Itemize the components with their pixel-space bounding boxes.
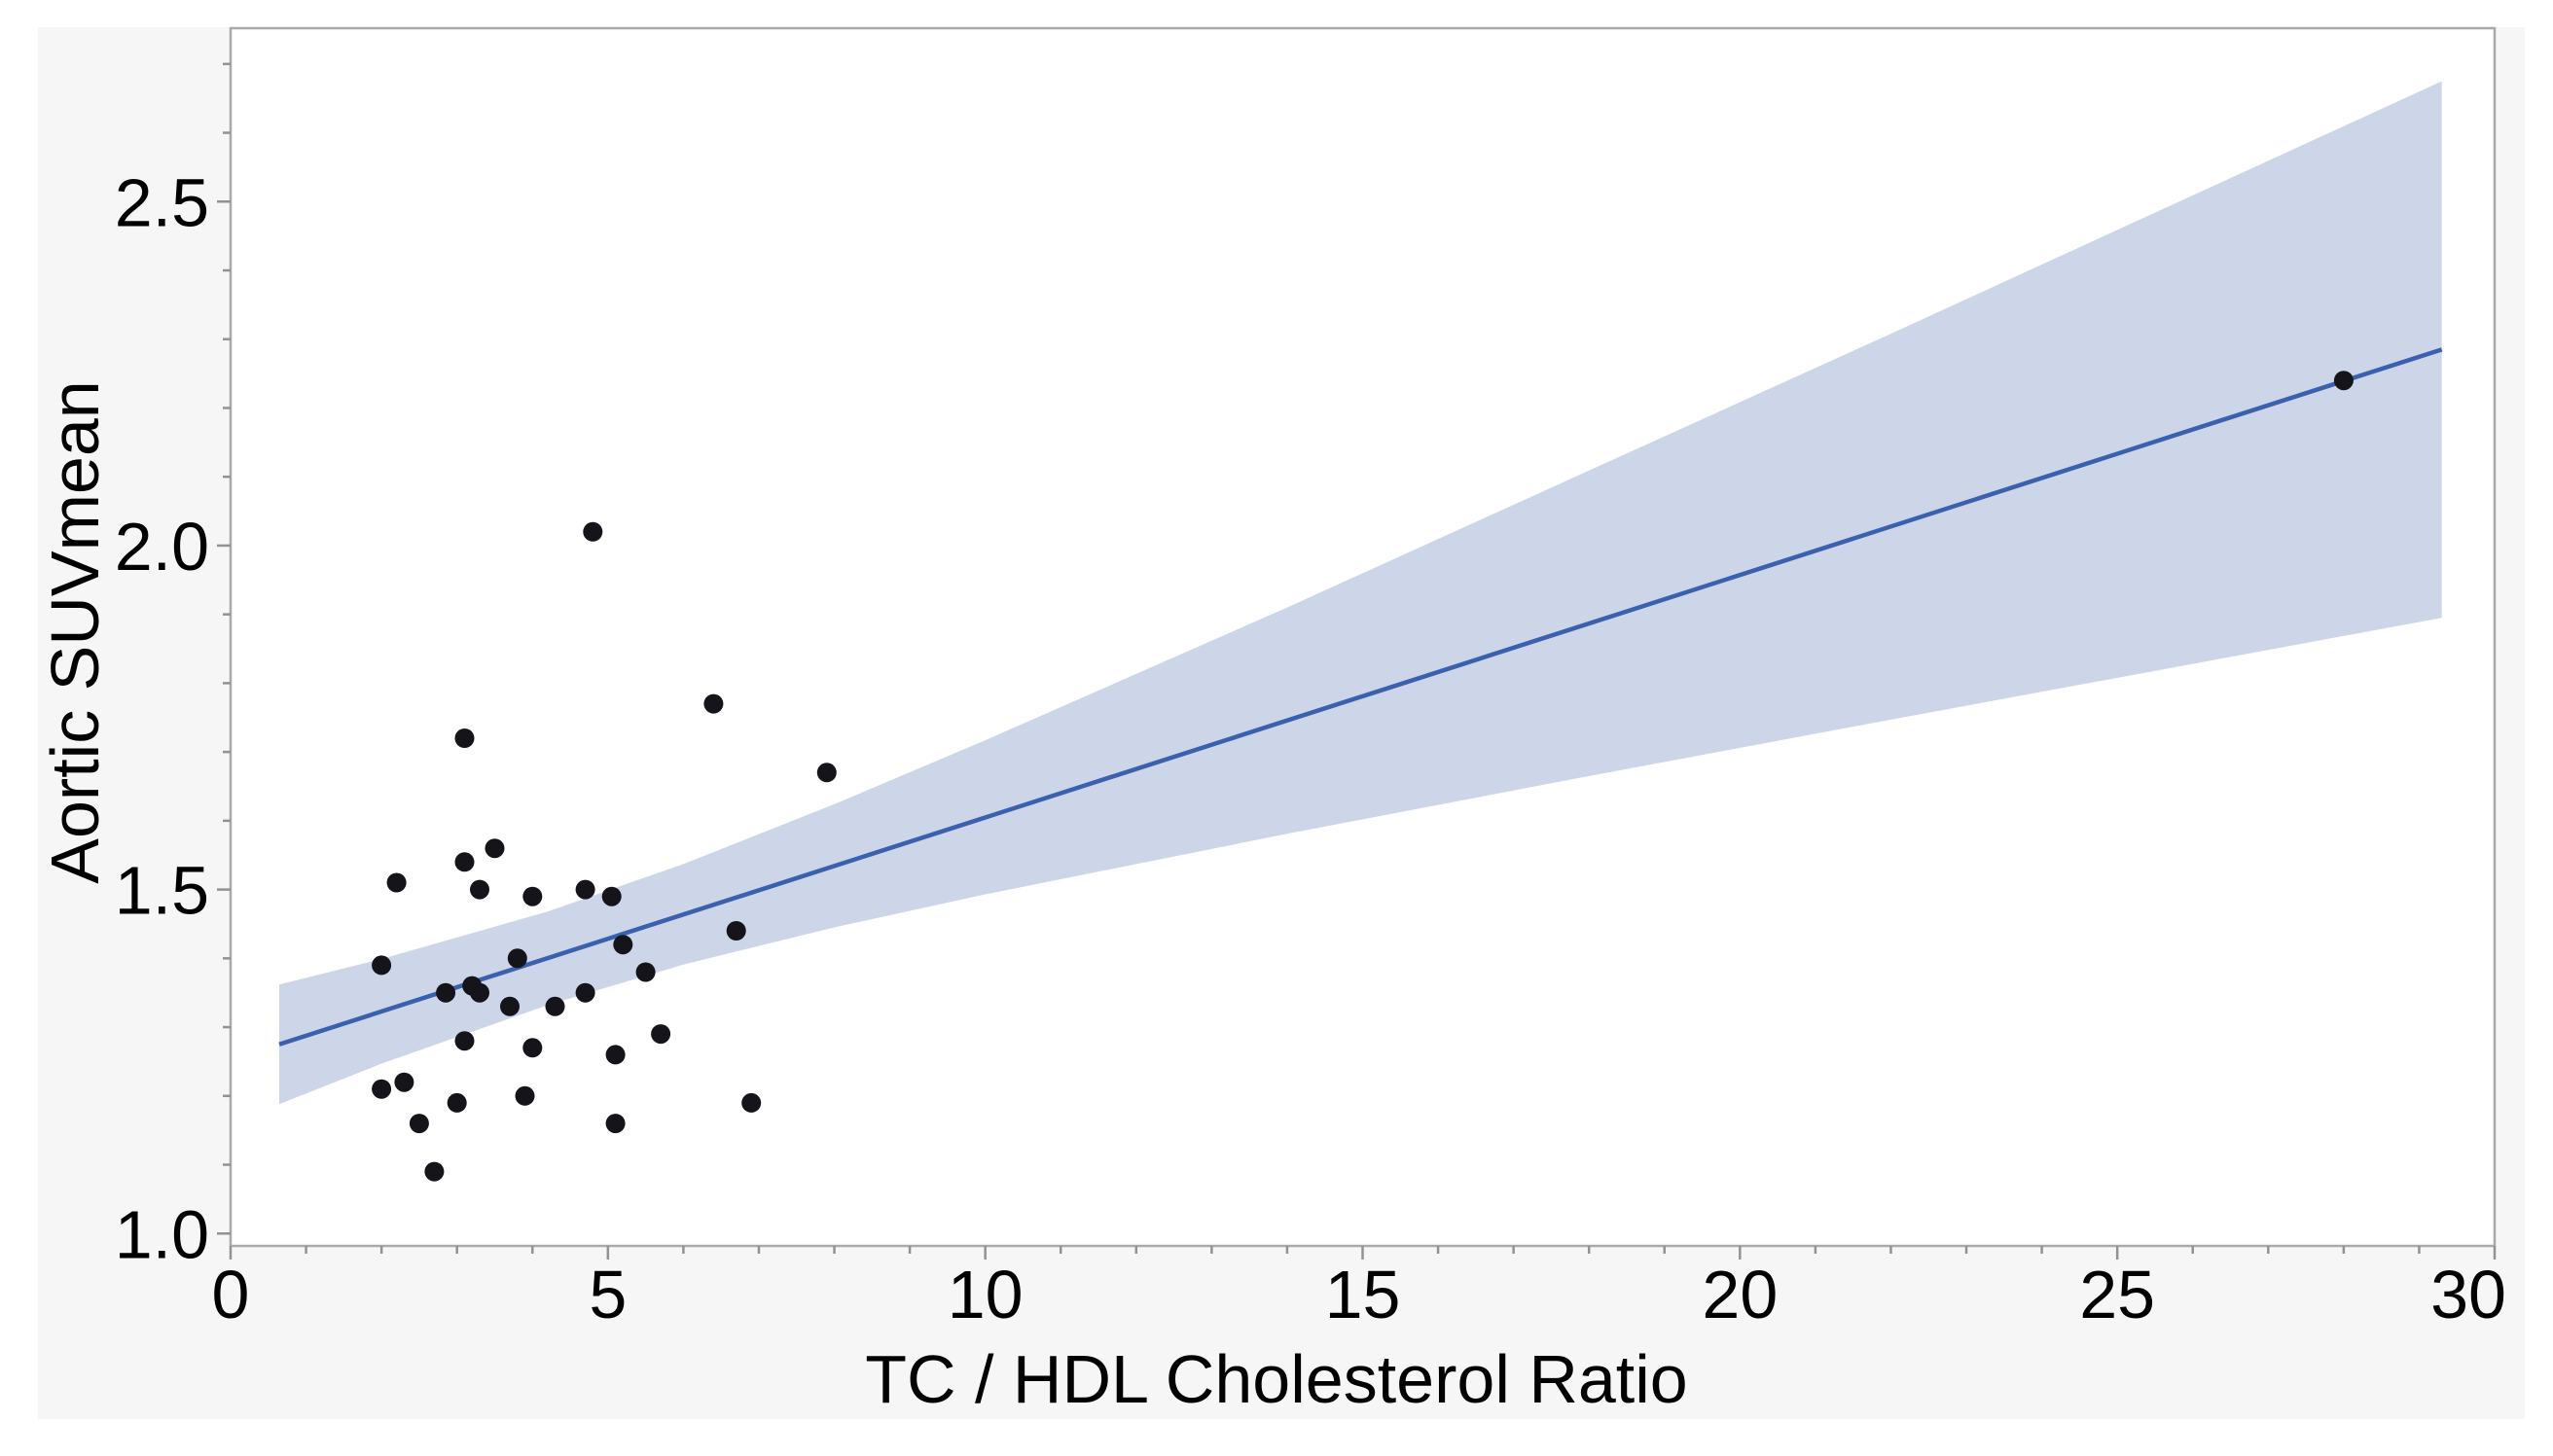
data-point xyxy=(485,838,505,859)
data-point xyxy=(601,886,622,906)
x-tick-label: 10 xyxy=(948,1257,1024,1332)
data-point xyxy=(635,962,656,982)
data-point xyxy=(436,982,456,1003)
data-point xyxy=(816,763,837,783)
data-point xyxy=(2333,371,2354,391)
x-tick-label: 20 xyxy=(1702,1257,1778,1332)
data-point xyxy=(545,996,565,1016)
data-point xyxy=(575,879,595,900)
data-point xyxy=(470,982,489,1003)
data-point xyxy=(447,1092,467,1113)
y-axis-title: Aortic SUVmean xyxy=(37,380,113,884)
data-point xyxy=(741,1092,762,1113)
data-point xyxy=(583,521,603,542)
data-point xyxy=(507,948,527,969)
confidence-band xyxy=(279,81,2442,1105)
data-point xyxy=(575,982,595,1003)
data-point xyxy=(409,1114,429,1134)
data-point xyxy=(470,879,489,900)
data-point xyxy=(424,1161,445,1182)
x-axis-title: TC / HDL Cholesterol Ratio xyxy=(865,1341,1688,1417)
data-point xyxy=(651,1024,671,1045)
data-point xyxy=(613,935,633,955)
y-tick-label: 2.0 xyxy=(115,509,209,585)
y-tick-label: 1.0 xyxy=(115,1196,209,1272)
data-point xyxy=(454,1031,475,1051)
data-point xyxy=(454,852,475,872)
data-point xyxy=(500,996,520,1016)
data-point xyxy=(726,921,746,941)
data-point xyxy=(454,728,475,748)
x-tick-label: 30 xyxy=(2430,1257,2506,1332)
data-point xyxy=(372,1079,392,1099)
data-point xyxy=(394,1072,414,1092)
y-tick-label: 2.5 xyxy=(115,164,209,240)
x-tick-label: 15 xyxy=(1325,1257,1401,1332)
data-point xyxy=(386,872,407,893)
y-tick-label: 1.5 xyxy=(115,853,209,929)
data-point xyxy=(372,955,392,976)
data-point xyxy=(522,1038,543,1058)
data-point xyxy=(605,1045,626,1065)
x-tick-label: 0 xyxy=(212,1257,250,1332)
x-tick-label: 5 xyxy=(589,1257,627,1332)
data-point xyxy=(515,1085,535,1106)
data-point xyxy=(522,886,543,906)
data-point xyxy=(703,693,724,714)
data-point xyxy=(605,1114,626,1134)
x-tick-label: 25 xyxy=(2079,1257,2155,1332)
fit-line xyxy=(278,347,2443,1047)
